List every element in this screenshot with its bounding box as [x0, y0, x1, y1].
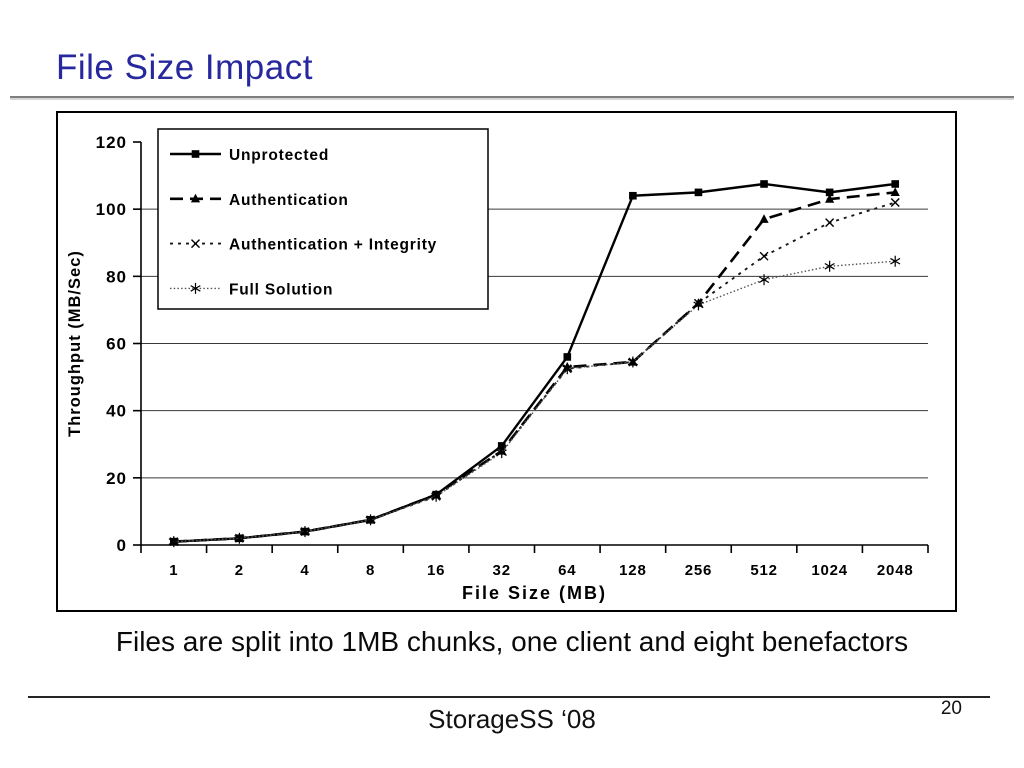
page-number: 20: [940, 698, 962, 719]
marker-asterisk: [627, 356, 638, 368]
axes: [133, 141, 929, 553]
svg-text:2048: 2048: [877, 562, 914, 579]
svg-text:128: 128: [619, 562, 646, 579]
svg-text:Authentication + Integrity: Authentication + Integrity: [229, 237, 437, 254]
svg-text:80: 80: [106, 267, 127, 286]
marker-square: [563, 353, 572, 361]
marker-square: [497, 442, 506, 450]
marker-square: [191, 150, 200, 158]
marker-asterisk: [234, 532, 245, 544]
marker-triangle: [759, 214, 769, 223]
legend-item: Authentication: [170, 192, 349, 209]
marker-asterisk: [365, 514, 376, 526]
marker-x: [759, 251, 769, 261]
marker-asterisk: [890, 255, 901, 267]
marker-square: [891, 180, 900, 188]
svg-text:120: 120: [96, 133, 127, 152]
footer-text: StorageSS ‘08: [428, 704, 596, 734]
marker-asterisk: [562, 363, 573, 375]
marker-square: [629, 191, 637, 200]
marker-x: [191, 239, 200, 249]
marker-asterisk: [758, 274, 770, 286]
svg-text:File Size (MB): File Size (MB): [462, 583, 607, 603]
svg-text:Authentication: Authentication: [229, 192, 349, 209]
marker-triangle: [890, 187, 900, 196]
chart-frame: 0 20 40 60 80 100 120 1 2 4 8 16 32 64 128 256 512 1024 20…: [56, 111, 957, 612]
svg-text:16: 16: [427, 562, 445, 579]
legend-item: Full Solution: [170, 281, 333, 298]
svg-text:Unprotected: Unprotected: [229, 147, 329, 164]
svg-text:100: 100: [96, 200, 127, 219]
svg-text:256: 256: [685, 562, 712, 579]
svg-text:0: 0: [117, 536, 127, 555]
marker-asterisk: [168, 536, 179, 548]
marker-triangle: [190, 193, 201, 203]
legend-item: Authentication + Integrity: [170, 237, 437, 254]
marker-triangle: [825, 194, 835, 203]
legend-item: Unprotected: [170, 147, 329, 164]
svg-text:32: 32: [493, 562, 511, 579]
marker-asterisk: [190, 282, 201, 294]
marker-square: [825, 188, 834, 197]
footer-divider: [28, 696, 990, 698]
svg-text:512: 512: [750, 562, 777, 579]
legend: Unprotected Authentication Authentication …: [157, 128, 489, 310]
svg-text:2: 2: [235, 562, 244, 579]
title-divider: [10, 96, 1014, 100]
svg-text:1: 1: [169, 562, 178, 579]
marker-asterisk: [431, 490, 442, 502]
marker-square: [694, 188, 703, 197]
svg-text:4: 4: [300, 562, 309, 579]
svg-text:Throughput (MB/Sec): Throughput (MB/Sec): [66, 250, 84, 437]
svg-text:8: 8: [366, 562, 375, 579]
marker-x: [890, 197, 900, 207]
marker-asterisk: [496, 447, 507, 459]
marker-asterisk: [299, 526, 311, 538]
caption: Files are split into 1MB chunks, one cli…: [115, 626, 909, 657]
marker-x: [825, 218, 835, 228]
series-full-solution: [168, 255, 901, 548]
marker-asterisk: [693, 299, 704, 311]
axis-labels: 0 20 40 60 80 100 120 1 2 4 8 16 32 64 128 256 512 1024 20…: [66, 133, 913, 603]
svg-text:60: 60: [106, 335, 127, 354]
svg-text:64: 64: [558, 562, 576, 579]
slide-title: File Size Impact: [56, 48, 313, 87]
svg-text:Full Solution: Full Solution: [229, 281, 333, 298]
file-size-throughput-chart: 0 20 40 60 80 100 120 1 2 4 8 16 32 64 128 256 512 1024 20…: [66, 128, 929, 603]
svg-text:40: 40: [106, 402, 127, 421]
marker-asterisk: [824, 260, 835, 272]
svg-text:1024: 1024: [811, 562, 848, 579]
svg-text:20: 20: [106, 469, 127, 488]
marker-square: [760, 180, 768, 188]
